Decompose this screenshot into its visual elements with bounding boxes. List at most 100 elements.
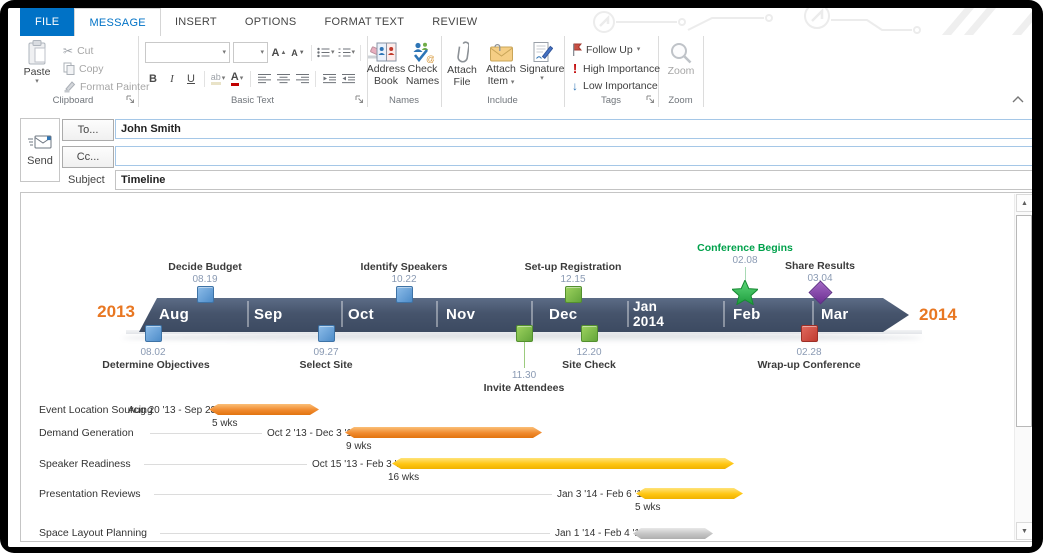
underline-button[interactable]: U	[183, 69, 199, 88]
signature-button[interactable]: Signature ▾	[519, 41, 565, 82]
to-input[interactable]	[115, 119, 1032, 139]
send-envelope-icon	[28, 135, 52, 148]
shrink-font-button[interactable]: A ▼	[290, 43, 306, 62]
bullets-button[interactable]: ▾	[317, 43, 335, 62]
scroll-down-button[interactable]: ▼	[1016, 522, 1032, 540]
decrease-indent-button[interactable]	[321, 69, 337, 88]
grow-font-button[interactable]: A ▲	[271, 43, 287, 62]
bullets-dropdown-icon: ▾	[331, 49, 335, 56]
leader-line	[150, 433, 262, 434]
milestone-date: 08.19	[192, 274, 218, 285]
copy-button[interactable]: Copy	[63, 62, 104, 75]
address-book-button[interactable]: Address Book	[366, 41, 406, 87]
tab-format-text[interactable]: FORMAT TEXT	[324, 16, 405, 28]
cc-button[interactable]: Cc...	[62, 146, 114, 168]
cut-button[interactable]: ✂ Cut	[63, 44, 93, 58]
milestone-date: 12.15	[560, 274, 586, 285]
task-duration: 16 wks	[388, 472, 420, 483]
message-body[interactable]: Aug Sep Oct Nov Dec Jan 2014 Feb Mar 2013…	[20, 192, 1032, 542]
format-painter-label: Format Painter	[80, 80, 150, 93]
attach-item-icon	[489, 43, 513, 62]
outlook-compose-window: FILE MESSAGE INSERT OPTIONS FORMAT TEXT …	[8, 8, 1032, 547]
format-painter-button[interactable]: Format Painter	[63, 80, 149, 93]
group-tags: Follow Up ▾ ! High Importance ↓ Low Impo…	[564, 36, 660, 107]
clipboard-group-label: Clipboard	[52, 95, 94, 106]
cut-label: Cut	[77, 45, 94, 57]
attach-file-icon	[457, 41, 469, 63]
zoom-group-label: Zoom	[668, 95, 693, 106]
milestone-label: Identify Speakers	[360, 261, 448, 273]
attach-item-button[interactable]: Attach Item ▾	[482, 41, 520, 87]
subject-label: Subject	[68, 174, 105, 186]
check-names-icon: @	[413, 42, 434, 63]
milestone-marker	[396, 286, 413, 303]
font-name-combobox[interactable]: ▾	[145, 42, 230, 63]
align-right-button[interactable]	[294, 69, 310, 88]
attach-item-label-2: Item ▾	[487, 75, 515, 88]
tab-review[interactable]: REVIEW	[432, 16, 478, 28]
paste-button[interactable]: Paste ▾	[16, 40, 58, 85]
grow-font-arrow-icon: ▲	[280, 49, 287, 56]
scrollbar-thumb[interactable]	[1016, 215, 1032, 427]
italic-button[interactable]: I	[164, 69, 180, 88]
milestone-connector	[523, 342, 525, 368]
send-button[interactable]: Send	[20, 118, 60, 182]
clipboard-dialog-launcher-icon[interactable]	[126, 95, 135, 104]
leader-line	[154, 494, 552, 495]
ribbon: Paste ▾ ✂ Cut Copy Format Painter	[8, 36, 1032, 109]
milestone-marker	[197, 286, 214, 303]
attach-file-button[interactable]: Attach File	[443, 41, 481, 88]
high-importance-label: High Importance	[583, 62, 661, 75]
font-size-combobox[interactable]: ▾	[233, 42, 268, 63]
cc-input[interactable]	[115, 146, 1032, 166]
group-clipboard: Paste ▾ ✂ Cut Copy Format Painter	[8, 36, 149, 107]
low-importance-label: Low Importance	[583, 80, 658, 92]
tab-file[interactable]: FILE	[20, 8, 75, 36]
milestone-label: Wrap-up Conference	[757, 359, 861, 371]
tab-message[interactable]: MESSAGE	[74, 8, 161, 36]
task-dates: Oct 15 '13 - Feb 3 '14	[312, 459, 408, 470]
tab-insert[interactable]: INSERT	[174, 16, 217, 28]
attach-item-dropdown-icon: ▾	[510, 79, 515, 87]
align-center-button[interactable]	[275, 69, 291, 88]
to-button[interactable]: To...	[62, 119, 114, 141]
format-painter-icon	[64, 81, 76, 93]
basic-text-dialog-launcher-icon[interactable]	[355, 95, 364, 104]
copy-label: Copy	[79, 62, 104, 75]
collapse-ribbon-icon[interactable]	[1012, 96, 1024, 103]
low-importance-button[interactable]: ↓ Low Importance	[571, 79, 658, 93]
svg-text:@: @	[426, 54, 434, 63]
milestone-label: Conference Begins	[697, 242, 793, 254]
tab-options[interactable]: OPTIONS	[244, 16, 297, 28]
high-importance-button[interactable]: ! High Importance	[571, 61, 660, 76]
task-name: Event Location Sourcing	[39, 404, 153, 416]
numbering-button[interactable]: ▾	[338, 43, 355, 62]
vertical-scrollbar[interactable]: ▲ ▼	[1014, 194, 1032, 540]
subject-input[interactable]	[115, 170, 1032, 190]
paste-dropdown-icon[interactable]: ▾	[35, 78, 39, 86]
task-bar-orange	[209, 404, 319, 415]
address-book-label-1: Address	[366, 63, 406, 75]
milestone-label: Decide Budget	[168, 261, 242, 273]
scroll-up-button[interactable]: ▲	[1016, 194, 1032, 212]
align-right-icon	[295, 74, 309, 84]
scroll-up-icon: ▲	[1021, 199, 1028, 207]
increase-indent-button[interactable]	[340, 69, 356, 88]
zoom-button[interactable]: Zoom	[662, 41, 700, 77]
check-names-label-2: Names	[405, 75, 440, 88]
font-color-button[interactable]: A ▾	[229, 69, 245, 88]
milestone-label: Site Check	[562, 359, 616, 371]
paste-clipboard-icon	[28, 40, 46, 65]
decrease-indent-icon	[322, 74, 336, 84]
follow-up-dropdown-icon: ▾	[636, 46, 641, 53]
signature-label: Signature	[519, 63, 565, 75]
bullets-icon	[317, 47, 330, 58]
align-left-button[interactable]	[256, 69, 272, 88]
bold-button[interactable]: B	[145, 69, 161, 88]
highlight-button[interactable]: ab ▾	[210, 69, 226, 88]
follow-up-button[interactable]: Follow Up ▾	[571, 43, 640, 56]
tags-group-label: Tags	[600, 95, 622, 106]
signature-icon	[533, 42, 553, 62]
tags-dialog-launcher-icon[interactable]	[646, 95, 655, 104]
check-names-button[interactable]: @ Check Names	[405, 41, 440, 87]
